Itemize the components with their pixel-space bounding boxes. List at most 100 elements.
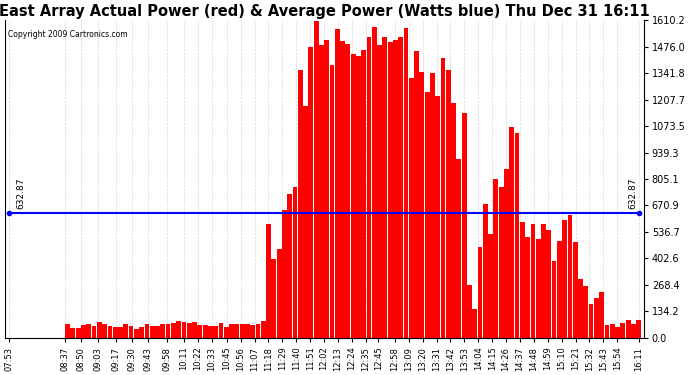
Bar bbox=[176, 321, 181, 338]
Bar bbox=[583, 286, 588, 338]
Bar bbox=[604, 325, 609, 338]
Bar bbox=[144, 324, 149, 338]
Bar bbox=[393, 40, 398, 338]
Bar bbox=[626, 320, 631, 338]
Bar bbox=[356, 56, 361, 338]
Bar bbox=[568, 215, 572, 338]
Bar bbox=[536, 239, 541, 338]
Bar bbox=[112, 327, 117, 338]
Bar bbox=[541, 224, 546, 338]
Bar bbox=[197, 325, 202, 338]
Bar bbox=[446, 70, 451, 338]
Bar bbox=[187, 323, 192, 338]
Bar bbox=[377, 45, 382, 338]
Bar bbox=[271, 259, 276, 338]
Bar bbox=[208, 326, 213, 338]
Bar bbox=[160, 324, 165, 338]
Bar bbox=[92, 327, 97, 338]
Bar bbox=[552, 261, 557, 338]
Bar bbox=[319, 45, 324, 338]
Bar bbox=[451, 103, 456, 338]
Bar bbox=[525, 237, 530, 338]
Bar bbox=[287, 194, 292, 338]
Bar bbox=[499, 187, 504, 338]
Bar bbox=[303, 106, 308, 338]
Bar bbox=[255, 324, 260, 338]
Bar bbox=[589, 304, 593, 338]
Bar bbox=[435, 96, 440, 338]
Bar bbox=[362, 50, 366, 338]
Bar bbox=[477, 247, 482, 338]
Bar bbox=[430, 73, 435, 338]
Bar bbox=[340, 41, 345, 338]
Text: Copyright 2009 Cartronics.com: Copyright 2009 Cartronics.com bbox=[8, 30, 128, 39]
Bar bbox=[557, 241, 562, 338]
Bar bbox=[76, 328, 81, 338]
Bar bbox=[266, 224, 271, 338]
Bar bbox=[124, 324, 128, 338]
Bar bbox=[509, 127, 514, 338]
Text: 632.87: 632.87 bbox=[17, 177, 26, 209]
Bar bbox=[330, 65, 335, 338]
Bar bbox=[277, 249, 282, 338]
Bar bbox=[102, 324, 107, 338]
Bar bbox=[382, 38, 387, 338]
Bar bbox=[203, 325, 208, 338]
Bar bbox=[636, 320, 641, 338]
Bar bbox=[462, 114, 466, 338]
Bar bbox=[351, 54, 355, 338]
Bar bbox=[155, 327, 160, 338]
Bar bbox=[473, 309, 477, 338]
Bar bbox=[314, 21, 319, 338]
Bar bbox=[335, 29, 339, 338]
Bar bbox=[420, 72, 424, 338]
Bar bbox=[282, 210, 287, 338]
Bar bbox=[398, 37, 403, 338]
Bar bbox=[610, 324, 615, 338]
Bar bbox=[219, 323, 224, 338]
Bar bbox=[324, 40, 329, 338]
Bar bbox=[414, 51, 419, 338]
Bar bbox=[150, 326, 155, 338]
Bar bbox=[578, 279, 583, 338]
Bar bbox=[245, 324, 250, 338]
Bar bbox=[388, 42, 393, 338]
Bar bbox=[493, 178, 498, 338]
Bar bbox=[213, 326, 218, 338]
Bar bbox=[308, 47, 313, 338]
Bar bbox=[483, 204, 488, 338]
Bar bbox=[620, 322, 625, 338]
Bar bbox=[235, 324, 239, 338]
Bar bbox=[139, 327, 144, 338]
Bar bbox=[229, 324, 234, 338]
Bar bbox=[489, 234, 493, 338]
Bar bbox=[181, 322, 186, 338]
Bar bbox=[97, 322, 101, 338]
Bar bbox=[404, 28, 408, 338]
Bar bbox=[366, 37, 371, 338]
Bar bbox=[425, 92, 430, 338]
Bar bbox=[346, 44, 351, 338]
Bar bbox=[261, 321, 266, 338]
Bar bbox=[171, 323, 176, 338]
Bar bbox=[631, 324, 635, 338]
Bar bbox=[594, 298, 599, 338]
Bar bbox=[615, 327, 620, 338]
Bar bbox=[81, 326, 86, 338]
Bar bbox=[441, 57, 446, 338]
Bar bbox=[224, 327, 228, 338]
Bar bbox=[372, 27, 377, 338]
Bar bbox=[108, 326, 112, 338]
Bar bbox=[562, 220, 567, 338]
Title: East Array Actual Power (red) & Average Power (Watts blue) Thu Dec 31 16:11: East Array Actual Power (red) & Average … bbox=[0, 4, 649, 19]
Bar bbox=[65, 324, 70, 338]
Bar bbox=[599, 292, 604, 338]
Bar bbox=[70, 327, 75, 338]
Bar bbox=[250, 326, 255, 338]
Bar bbox=[166, 324, 170, 338]
Bar bbox=[118, 327, 123, 338]
Bar bbox=[409, 78, 414, 338]
Bar bbox=[515, 134, 520, 338]
Bar bbox=[573, 242, 578, 338]
Bar bbox=[86, 324, 91, 338]
